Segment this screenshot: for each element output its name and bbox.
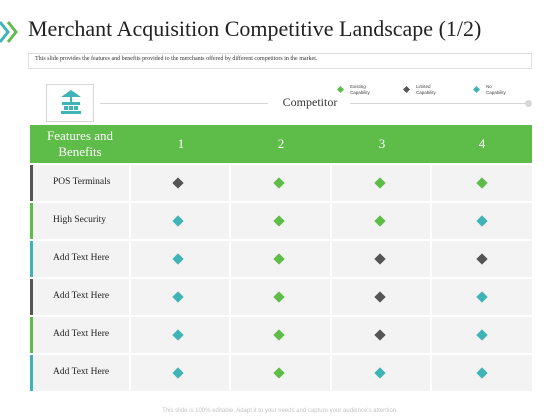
- capability-existing-diamond-icon: [476, 177, 488, 189]
- row-accent-bar: [30, 317, 33, 353]
- column-separator: [229, 163, 231, 391]
- capability-none-diamond-icon: [172, 215, 184, 227]
- capability-existing-diamond-icon: [273, 291, 285, 303]
- table-row: Add Text Here: [30, 317, 532, 353]
- row-accent-bar: [30, 241, 33, 277]
- capability-existing-diamond-icon: [273, 367, 285, 379]
- table-header: Features and Benefits 1 2 3 4: [30, 125, 532, 163]
- row-accent-bar: [30, 203, 33, 239]
- logo-box: [46, 84, 94, 122]
- capability-none-diamond-icon: [172, 367, 184, 379]
- capability-existing-diamond-icon: [273, 253, 285, 265]
- capability-none-diamond-icon: [476, 367, 488, 379]
- table-row: Add Text Here: [30, 355, 532, 391]
- feature-label: Add Text Here: [53, 291, 110, 301]
- column-header-1: 1: [177, 136, 185, 151]
- capability-existing-diamond-icon: [374, 177, 386, 189]
- capability-none-diamond-icon: [172, 253, 184, 265]
- row-accent-bar: [30, 279, 33, 315]
- feature-label: Add Text Here: [53, 253, 110, 263]
- capability-limited-diamond-icon: [476, 253, 488, 265]
- header-line-2: Benefits: [58, 144, 102, 159]
- table-row: Add Text Here: [30, 279, 532, 315]
- feature-label: Add Text Here: [53, 367, 110, 377]
- feature-label: Add Text Here: [53, 329, 110, 339]
- column-header-2: 2: [277, 136, 285, 151]
- column-header-3: 3: [378, 136, 386, 151]
- feature-label: High Security: [53, 215, 107, 225]
- capability-none-diamond-icon: [172, 291, 184, 303]
- feature-label: POS Terminals: [53, 177, 111, 187]
- capability-limited-diamond-icon: [172, 177, 184, 189]
- features-benefits-header: Features and Benefits: [30, 128, 130, 160]
- chevron-right-icon: [0, 21, 18, 43]
- capability-existing-diamond-icon: [273, 215, 285, 227]
- legend-label: Existing Capability: [350, 84, 370, 95]
- page-title: Merchant Acquisition Competitive Landsca…: [28, 16, 482, 41]
- row-accent-bar: [30, 355, 33, 391]
- legend-diamond-icon: [336, 85, 345, 94]
- column-separator: [430, 163, 432, 391]
- column-separator: [129, 163, 131, 391]
- legend-label: Limited Capability: [416, 84, 436, 95]
- legend-diamond-icon: [402, 85, 411, 94]
- merchant-store-icon: [61, 90, 81, 114]
- capability-none-diamond-icon: [476, 329, 488, 341]
- table-row: Add Text Here: [30, 241, 532, 277]
- table-row: POS Terminals: [30, 165, 532, 201]
- subtitle-box: This slide provides the features and ben…: [28, 53, 532, 69]
- legend-diamond-icon: [472, 85, 481, 94]
- capability-limited-diamond-icon: [374, 329, 386, 341]
- capability-none-diamond-icon: [374, 367, 386, 379]
- capability-none-diamond-icon: [476, 291, 488, 303]
- competitor-heading: Competitor: [282, 95, 338, 109]
- capability-existing-diamond-icon: [273, 177, 285, 189]
- row-accent-bar: [30, 165, 33, 201]
- subtitle-text: This slide provides the features and ben…: [35, 56, 318, 62]
- column-header-4: 4: [478, 136, 486, 151]
- footer-note: This slide is 100% editable. Adapt it to…: [162, 408, 398, 414]
- column-separator: [330, 163, 332, 391]
- capability-existing-diamond-icon: [273, 329, 285, 341]
- capability-limited-diamond-icon: [374, 291, 386, 303]
- legend-label: No Capability: [486, 84, 506, 95]
- header-line-1: Features and: [46, 128, 114, 143]
- competitor-divider-left: [100, 103, 268, 104]
- table-row: High Security: [30, 203, 532, 239]
- capability-existing-diamond-icon: [374, 215, 386, 227]
- capability-none-diamond-icon: [172, 329, 184, 341]
- capability-none-diamond-icon: [476, 215, 488, 227]
- competitor-divider-dot: [525, 100, 532, 107]
- capability-limited-diamond-icon: [374, 253, 386, 265]
- competitor-divider-right: [350, 103, 528, 104]
